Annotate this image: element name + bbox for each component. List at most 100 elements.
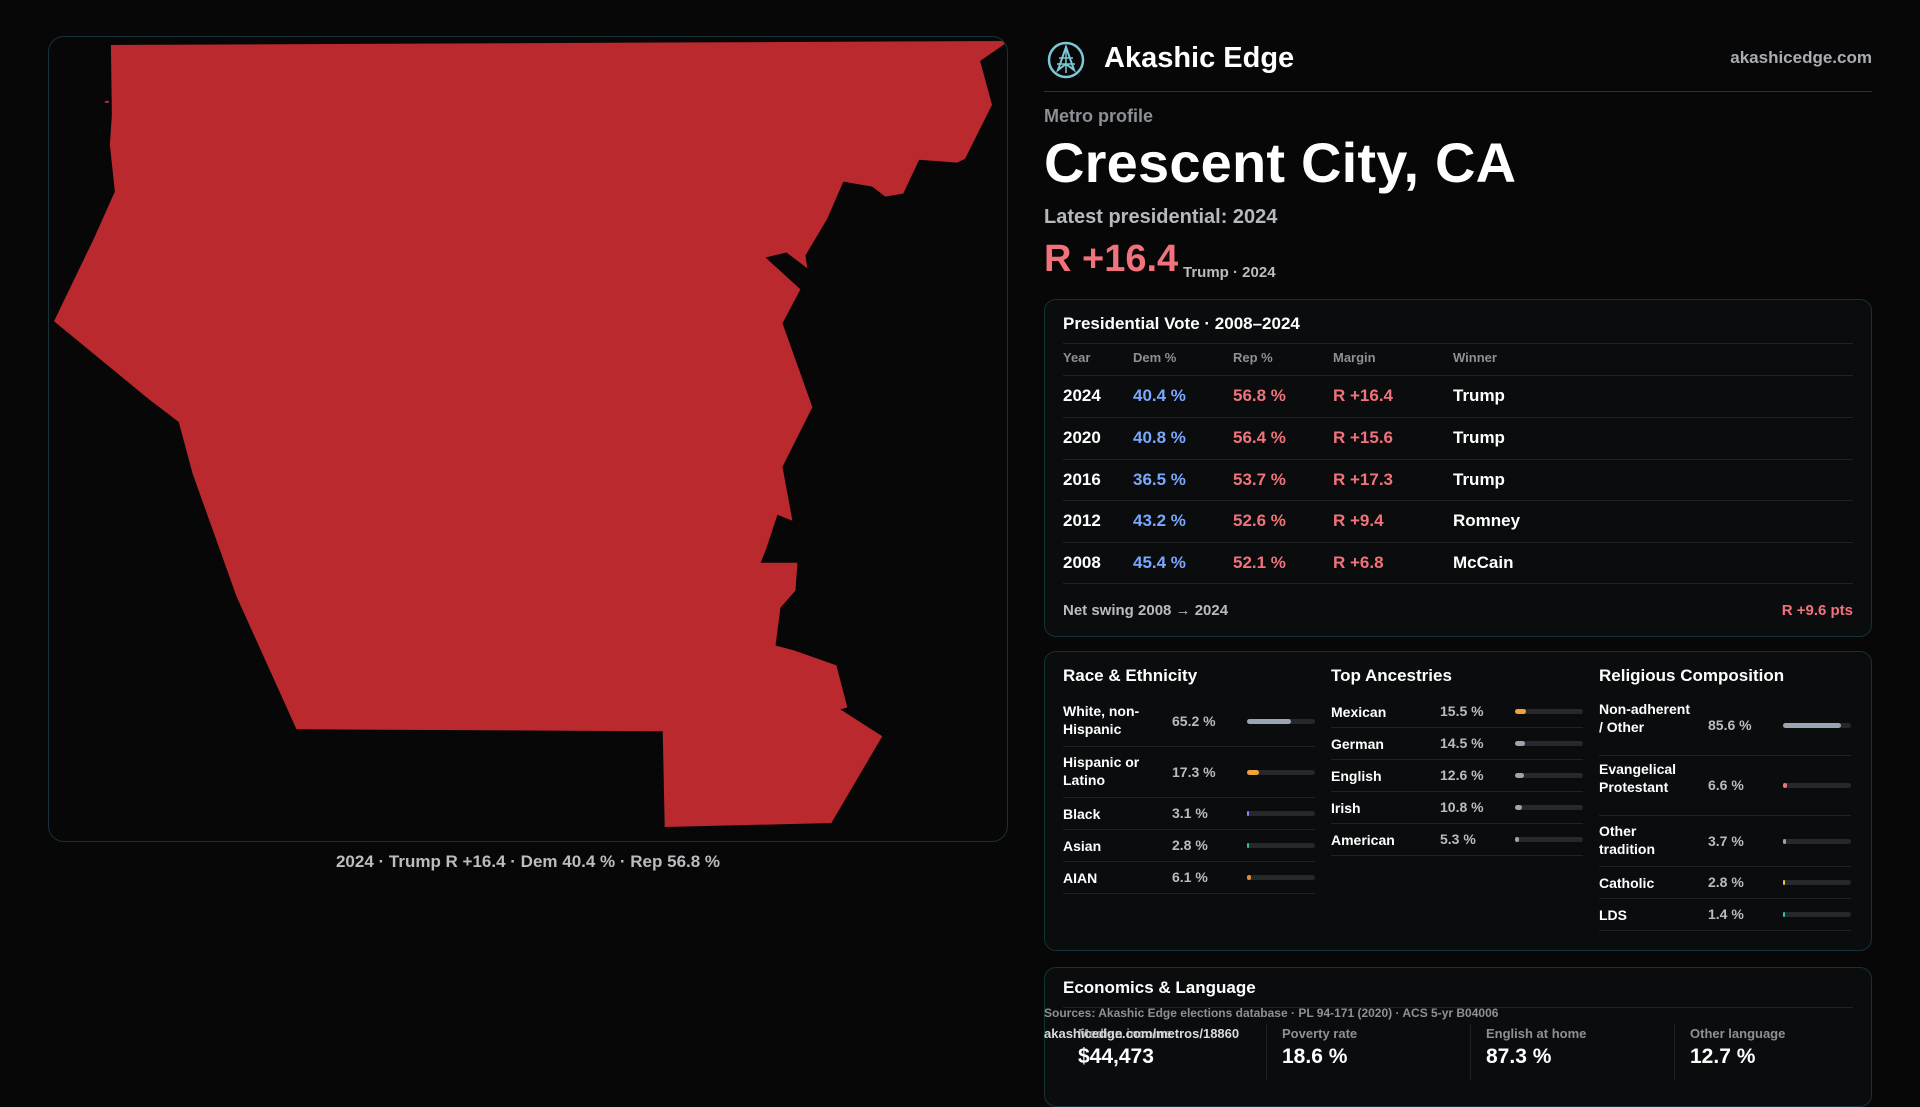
item-label: Asian xyxy=(1063,838,1102,854)
stat-value: 87.3 % xyxy=(1486,1045,1552,1068)
cell-winner: Trump xyxy=(1453,470,1505,489)
list-item: Irish 10.8 % xyxy=(1331,792,1583,824)
stat-median-income: Median income $44,473 xyxy=(1078,1026,1172,1069)
item-value: 2.8 % xyxy=(1172,837,1208,853)
share-bar-fill xyxy=(1783,912,1785,917)
ancestry-title: Top Ancestries xyxy=(1331,666,1452,685)
item-value: 3.7 % xyxy=(1708,832,1744,849)
share-bar-fill xyxy=(1515,837,1519,842)
religion-list: Non-adherent / Other 85.6 % Evangelical Pr… xyxy=(1599,696,1851,931)
item-value: 2.8 % xyxy=(1708,874,1744,890)
list-item: American 5.3 % xyxy=(1331,824,1583,856)
share-bar-track xyxy=(1515,773,1583,778)
list-item: Hispanic or Latino 17.3 % xyxy=(1063,747,1315,798)
table-row: 2020 40.8 % 56.4 % R +15.6 Trump xyxy=(1063,417,1853,459)
stat-value: 18.6 % xyxy=(1282,1045,1348,1068)
share-bar-track xyxy=(1515,741,1583,746)
net-swing-label: Net swing 2008 → 2024 xyxy=(1063,602,1229,619)
share-bar-track xyxy=(1247,769,1315,775)
share-bar-fill xyxy=(1783,783,1788,788)
list-item: Other tradition 3.7 % xyxy=(1599,816,1851,867)
divider xyxy=(1063,1007,1853,1008)
item-value: 5.3 % xyxy=(1440,831,1476,847)
cell-dem: 43.2 % xyxy=(1133,511,1186,530)
item-value: 3.1 % xyxy=(1172,805,1208,821)
stat-value: $44,473 xyxy=(1078,1045,1154,1068)
item-label: Black xyxy=(1063,806,1101,822)
item-value: 17.3 % xyxy=(1172,763,1216,780)
list-item: English 12.6 % xyxy=(1331,760,1583,792)
list-item: Asian 2.8 % xyxy=(1063,830,1315,862)
demographics-card: Race & Ethnicity White, non-Hispanic 65.2… xyxy=(1044,651,1872,951)
presidential-vote-card: Presidential Vote · 2008–2024 Year Dem %… xyxy=(1044,299,1872,637)
cell-winner: Trump xyxy=(1453,386,1505,405)
table-row: 2016 36.5 % 53.7 % R +17.3 Trump xyxy=(1063,459,1853,501)
cell-rep: 52.1 % xyxy=(1233,553,1286,572)
share-bar-fill xyxy=(1783,880,1785,885)
share-bar-track xyxy=(1247,811,1315,816)
brand-name: Akashic Edge xyxy=(1104,42,1295,74)
cell-rep: 56.8 % xyxy=(1233,386,1286,405)
item-value: 1.4 % xyxy=(1708,906,1744,922)
economics-title: Economics & Language xyxy=(1063,978,1256,997)
item-value: 6.1 % xyxy=(1172,869,1208,885)
stat-english-at-home: English at home 87.3 % xyxy=(1486,1026,1586,1069)
share-bar-fill xyxy=(1515,805,1523,810)
list-item: AIAN 6.1 % xyxy=(1063,862,1315,894)
item-label: Irish xyxy=(1331,800,1361,816)
item-value: 15.5 % xyxy=(1440,703,1484,719)
map-caption: 2024 · Trump R +16.4 · Dem 40.4 % · Rep … xyxy=(335,852,721,871)
net-swing-value: R +9.6 pts xyxy=(1781,602,1853,619)
item-value: 65.2 % xyxy=(1172,712,1216,729)
profile-eyebrow: Metro profile xyxy=(1044,106,1154,126)
list-item: Mexican 15.5 % xyxy=(1331,696,1583,728)
item-label: Catholic xyxy=(1599,875,1655,891)
stat-label: English at home xyxy=(1486,1026,1587,1041)
cell-rep: 53.7 % xyxy=(1233,470,1286,489)
share-bar-fill xyxy=(1515,709,1526,714)
cell-rep: 52.6 % xyxy=(1233,511,1286,530)
table-row: 2012 43.2 % 52.6 % R +9.4 Romney xyxy=(1063,500,1853,542)
stat-label: Median income xyxy=(1078,1026,1172,1041)
ancestry-list: Mexican 15.5 % German 14.5 % English 12.6 % Ir… xyxy=(1331,696,1583,856)
share-bar-fill xyxy=(1515,741,1525,746)
cell-margin: R +9.4 xyxy=(1333,511,1384,530)
item-label: Other tradition xyxy=(1599,823,1655,857)
stat-poverty-rate: Poverty rate 18.6 % xyxy=(1282,1026,1357,1069)
cell-year: 2012 xyxy=(1063,511,1101,530)
item-label: Mexican xyxy=(1331,704,1387,720)
brand-url-link[interactable]: akashicedge.com xyxy=(1730,48,1872,67)
latest-winner: Trump · 2024 xyxy=(1183,264,1276,281)
header-winner: Winner xyxy=(1453,350,1497,365)
item-label: AIAN xyxy=(1063,870,1098,886)
share-bar-fill xyxy=(1783,838,1786,844)
item-label: Hispanic or Latino xyxy=(1063,754,1140,788)
divider xyxy=(1674,1024,1675,1080)
share-bar-track xyxy=(1783,783,1851,788)
item-value: 14.5 % xyxy=(1440,735,1484,751)
share-bar-fill xyxy=(1783,723,1842,728)
share-bar-track xyxy=(1247,843,1315,848)
cell-margin: R +15.6 xyxy=(1333,428,1394,447)
race-ethnicity-section: Race & Ethnicity White, non-Hispanic 65.2… xyxy=(1063,666,1315,894)
cell-winner: Romney xyxy=(1453,511,1521,530)
cell-year: 2008 xyxy=(1063,553,1101,572)
divider xyxy=(1063,343,1853,344)
share-bar-fill xyxy=(1247,769,1259,775)
item-label: American xyxy=(1331,832,1395,848)
item-label: Evangelical Protestant xyxy=(1599,761,1677,795)
metro-boundary-shape[interactable] xyxy=(53,40,1007,828)
map-dot xyxy=(104,100,109,103)
list-item: Black 3.1 % xyxy=(1063,798,1315,830)
cell-winner: McCain xyxy=(1453,553,1514,572)
share-bar-fill xyxy=(1247,843,1249,848)
share-bar-track xyxy=(1515,805,1583,810)
metro-profile-panel: Akashic Edge akashicedge.com Metro profi… xyxy=(1044,0,1872,1107)
share-bar-track xyxy=(1247,718,1315,724)
stat-label: Other language xyxy=(1690,1026,1786,1041)
cell-dem: 40.8 % xyxy=(1133,428,1186,447)
share-bar-track xyxy=(1783,912,1851,917)
stat-label: Poverty rate xyxy=(1282,1026,1358,1041)
permalink[interactable]: akashicedge.com/metros/18860 xyxy=(1044,1026,1240,1041)
metro-map[interactable] xyxy=(48,36,1008,842)
